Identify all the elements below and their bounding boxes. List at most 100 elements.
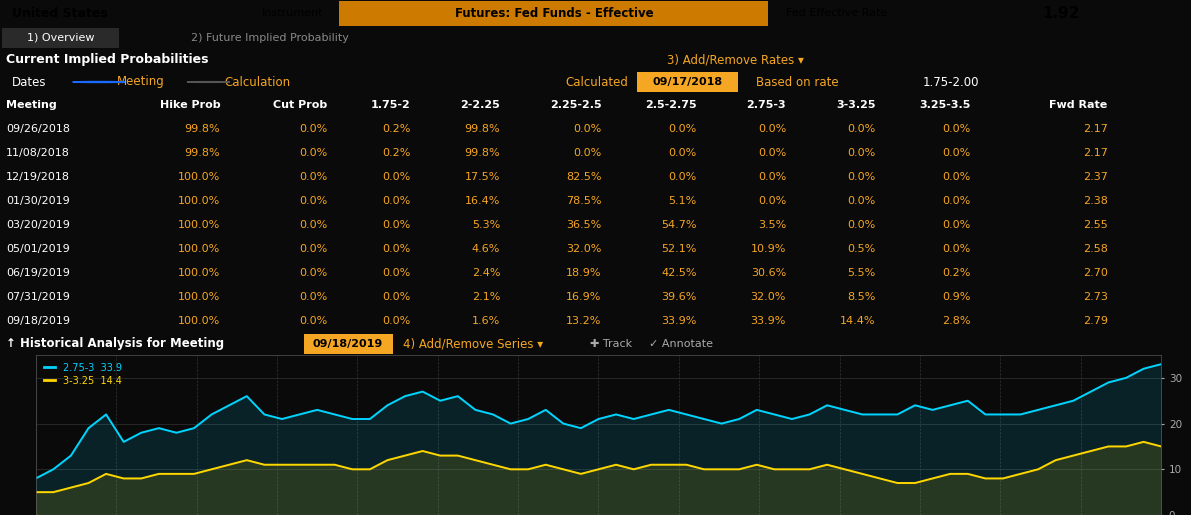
Text: Current Implied Probabilities: Current Implied Probabilities [6, 54, 208, 66]
Text: 0.0%: 0.0% [382, 244, 411, 254]
Text: 33.9%: 33.9% [661, 316, 697, 326]
Text: 32.0%: 32.0% [750, 292, 786, 302]
Text: 0.0%: 0.0% [299, 124, 328, 134]
Text: 5.3%: 5.3% [472, 220, 500, 230]
Text: 0.0%: 0.0% [299, 316, 328, 326]
Text: Meeting: Meeting [6, 100, 57, 110]
Text: 2.4%: 2.4% [472, 268, 500, 278]
Text: Fwd Rate: Fwd Rate [1049, 100, 1108, 110]
Text: 3-3.25: 3-3.25 [836, 100, 875, 110]
Text: 2.55: 2.55 [1083, 220, 1108, 230]
Text: 17.5%: 17.5% [464, 172, 500, 182]
Text: 3.5%: 3.5% [757, 220, 786, 230]
Text: 52.1%: 52.1% [661, 244, 697, 254]
Text: 8.5%: 8.5% [847, 292, 875, 302]
Text: 3.25-3.5: 3.25-3.5 [919, 100, 971, 110]
Text: 0.0%: 0.0% [757, 148, 786, 158]
Text: 0.0%: 0.0% [299, 244, 328, 254]
Text: 13.2%: 13.2% [566, 316, 601, 326]
Text: 12/19/2018: 12/19/2018 [6, 172, 70, 182]
Text: Calculation: Calculation [224, 76, 291, 89]
Text: 100.0%: 100.0% [179, 172, 220, 182]
Text: Dates: Dates [12, 76, 46, 89]
Text: 42.5%: 42.5% [661, 268, 697, 278]
FancyBboxPatch shape [2, 28, 119, 48]
Text: 0.0%: 0.0% [299, 268, 328, 278]
Text: 0.0%: 0.0% [382, 292, 411, 302]
Text: 0.0%: 0.0% [757, 172, 786, 182]
Text: 2.70: 2.70 [1083, 268, 1108, 278]
Text: 0.0%: 0.0% [573, 148, 601, 158]
Text: 4) Add/Remove Series ▾: 4) Add/Remove Series ▾ [403, 337, 543, 351]
Text: 2) Future Implied Probability: 2) Future Implied Probability [191, 33, 349, 43]
Text: 2.5-2.75: 2.5-2.75 [646, 100, 697, 110]
Text: ✓ Annotate: ✓ Annotate [649, 339, 713, 349]
Circle shape [187, 81, 230, 82]
Text: 0.0%: 0.0% [847, 124, 875, 134]
Text: 2-2.25: 2-2.25 [461, 100, 500, 110]
Text: United States: United States [12, 7, 107, 20]
Text: 100.0%: 100.0% [179, 220, 220, 230]
Text: 100.0%: 100.0% [179, 268, 220, 278]
Text: 14.4%: 14.4% [840, 316, 875, 326]
Text: 0.0%: 0.0% [942, 124, 971, 134]
Text: ↑ Historical Analysis for Meeting: ↑ Historical Analysis for Meeting [6, 337, 224, 351]
Text: 11/08/2018: 11/08/2018 [6, 148, 70, 158]
Text: 2.8%: 2.8% [942, 316, 971, 326]
Text: 100.0%: 100.0% [179, 292, 220, 302]
Text: 100.0%: 100.0% [179, 316, 220, 326]
Text: Fed Effective Rate: Fed Effective Rate [786, 9, 887, 19]
Text: 100.0%: 100.0% [179, 244, 220, 254]
Text: 99.8%: 99.8% [185, 148, 220, 158]
Text: 0.0%: 0.0% [942, 196, 971, 206]
Text: 1.6%: 1.6% [472, 316, 500, 326]
FancyBboxPatch shape [637, 72, 738, 92]
Legend: 2.75-3  33.9, 3-3.25  14.4: 2.75-3 33.9, 3-3.25 14.4 [40, 360, 125, 389]
Text: 2.38: 2.38 [1083, 196, 1108, 206]
Text: 2.73: 2.73 [1083, 292, 1108, 302]
Text: 0.2%: 0.2% [382, 124, 411, 134]
Text: 0.0%: 0.0% [757, 124, 786, 134]
Text: 2.17: 2.17 [1083, 148, 1108, 158]
Text: 0.0%: 0.0% [757, 196, 786, 206]
Text: 2.1%: 2.1% [472, 292, 500, 302]
Text: 09/26/2018: 09/26/2018 [6, 124, 70, 134]
Text: 0.2%: 0.2% [942, 268, 971, 278]
Text: 0.2%: 0.2% [382, 148, 411, 158]
Text: 4.6%: 4.6% [472, 244, 500, 254]
Text: Based on rate: Based on rate [756, 76, 838, 89]
Text: 03/20/2019: 03/20/2019 [6, 220, 70, 230]
Text: 0.0%: 0.0% [942, 220, 971, 230]
Text: 0.0%: 0.0% [668, 124, 697, 134]
Text: 2.17: 2.17 [1083, 124, 1108, 134]
Text: 1.92: 1.92 [1042, 6, 1079, 21]
Text: 0.0%: 0.0% [573, 124, 601, 134]
Text: 06/19/2019: 06/19/2019 [6, 268, 70, 278]
Text: 54.7%: 54.7% [661, 220, 697, 230]
FancyBboxPatch shape [339, 2, 768, 26]
Text: Futures: Fed Funds - Effective: Futures: Fed Funds - Effective [455, 7, 653, 20]
Text: 09/18/2019: 09/18/2019 [313, 339, 382, 349]
Text: 0.0%: 0.0% [847, 196, 875, 206]
Text: ✚ Track: ✚ Track [590, 339, 631, 349]
Text: 100.0%: 100.0% [179, 196, 220, 206]
Text: 99.8%: 99.8% [185, 124, 220, 134]
Text: 0.0%: 0.0% [299, 148, 328, 158]
Circle shape [73, 81, 125, 82]
Text: 5.1%: 5.1% [668, 196, 697, 206]
Text: 36.5%: 36.5% [566, 220, 601, 230]
Text: 33.9%: 33.9% [750, 316, 786, 326]
Text: 0.0%: 0.0% [847, 172, 875, 182]
Text: 18.9%: 18.9% [566, 268, 601, 278]
Text: 09/18/2019: 09/18/2019 [6, 316, 70, 326]
Text: 99.8%: 99.8% [464, 124, 500, 134]
Text: 2.37: 2.37 [1083, 172, 1108, 182]
Text: 0.0%: 0.0% [942, 172, 971, 182]
Text: Calculated: Calculated [566, 76, 629, 89]
Text: 0.0%: 0.0% [847, 148, 875, 158]
Text: Meeting: Meeting [117, 76, 164, 89]
Text: 0.0%: 0.0% [382, 220, 411, 230]
Text: 2.75-3: 2.75-3 [747, 100, 786, 110]
Text: 0.0%: 0.0% [382, 196, 411, 206]
Text: 05/01/2019: 05/01/2019 [6, 244, 70, 254]
